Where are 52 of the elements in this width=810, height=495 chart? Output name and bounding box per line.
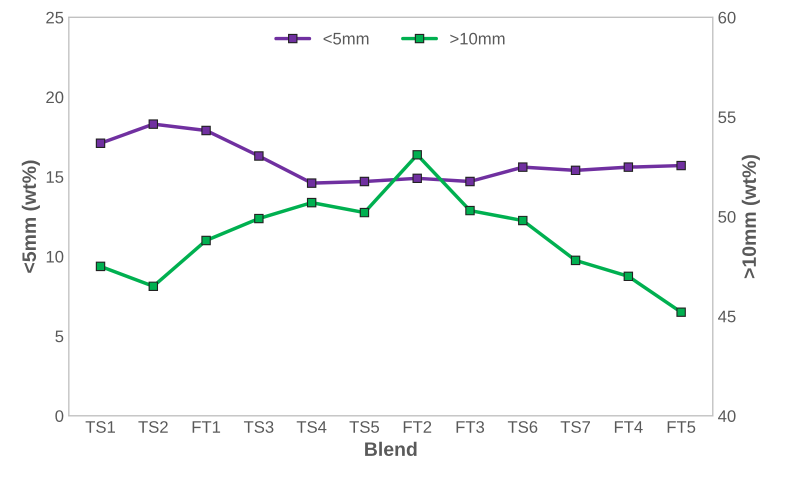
point <box>148 119 158 129</box>
x-tick-label: FT5 <box>668 421 696 433</box>
point <box>254 151 264 161</box>
point <box>518 216 528 226</box>
y2-tick-label: 45 <box>718 310 736 322</box>
y-axis-title: <5mm (wt%) <box>22 160 40 273</box>
point <box>624 272 634 282</box>
x-tick-label: TS3 <box>244 421 274 433</box>
point <box>148 282 158 292</box>
y-tick-label: 25 <box>46 12 64 24</box>
x-tick-label: TS1 <box>86 421 115 433</box>
point <box>570 166 580 176</box>
x-tick-label: FT1 <box>192 421 220 433</box>
x-tick-label: TS4 <box>296 421 326 433</box>
legend-label: <5mm <box>324 32 368 45</box>
point <box>518 162 528 172</box>
x-tick-label: TS5 <box>350 421 380 433</box>
point <box>201 236 211 246</box>
y2-tick-label: 55 <box>718 112 736 124</box>
y-tick-label: 15 <box>46 171 64 183</box>
point <box>306 178 316 188</box>
point <box>306 198 316 208</box>
y2-tick-label: 50 <box>718 210 736 223</box>
point <box>465 176 475 186</box>
x-axis-title: Blend <box>365 442 417 456</box>
y-tick-label: 20 <box>46 91 64 104</box>
x-tick-label: TS2 <box>138 421 168 433</box>
x-tick-label: FT2 <box>404 421 432 433</box>
point <box>676 307 686 317</box>
legend-label: >10mm <box>450 32 504 45</box>
point <box>412 174 422 184</box>
point <box>201 126 211 136</box>
point <box>96 262 106 272</box>
x-tick-label: TS7 <box>560 421 590 433</box>
x-tick-label: FT3 <box>456 421 484 433</box>
x-tick-label: TS6 <box>508 421 538 433</box>
point <box>412 150 422 160</box>
y-tick-label: 5 <box>55 330 64 342</box>
point <box>676 160 686 170</box>
point <box>360 176 370 186</box>
y2-axis-title: >10mm (wt%) <box>742 155 760 278</box>
y-tick-label: 10 <box>46 250 64 263</box>
y2-tick-label: 40 <box>718 410 736 422</box>
point <box>360 208 370 218</box>
point <box>465 206 475 216</box>
point <box>624 162 634 172</box>
y2-tick-label: 60 <box>718 12 736 24</box>
point <box>96 138 106 148</box>
point <box>254 214 264 224</box>
y-tick-label: 0 <box>55 410 64 422</box>
point <box>570 256 580 266</box>
x-tick-label: FT4 <box>614 421 643 433</box>
